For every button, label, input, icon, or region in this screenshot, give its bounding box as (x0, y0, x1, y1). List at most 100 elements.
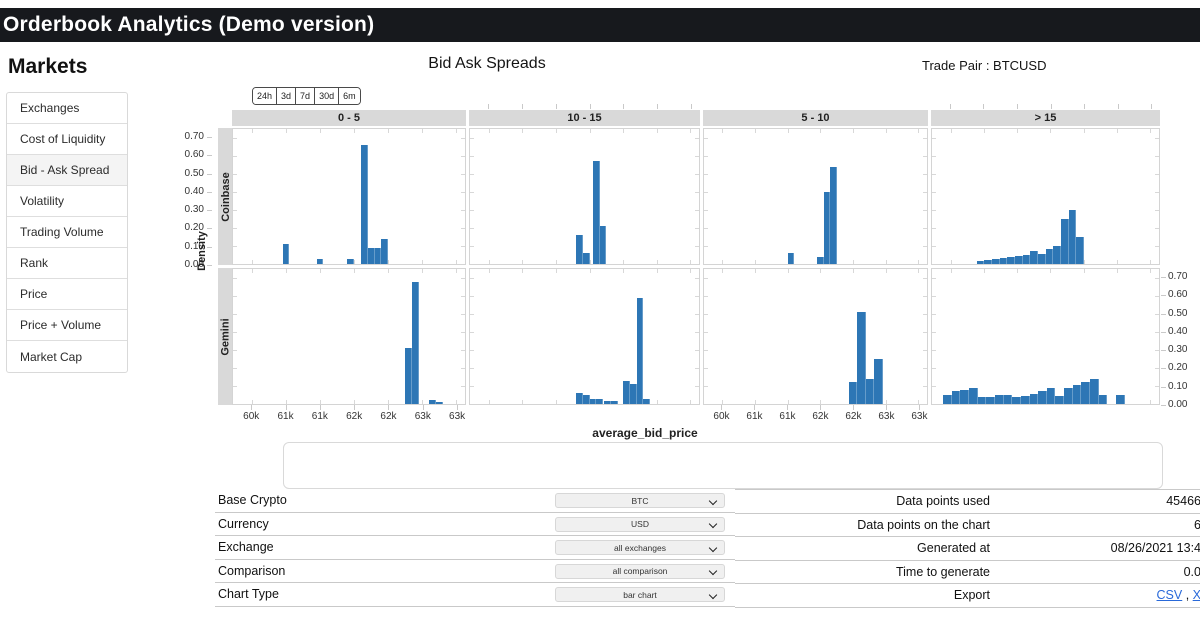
x-axis-tick (691, 104, 693, 109)
panel-inner-tick (704, 174, 708, 175)
histogram-bar (976, 261, 985, 264)
time-range-button-group: 24h 3d 7d 30d 6m (252, 87, 361, 105)
panel-inner-tick (656, 269, 658, 273)
sidebar-item-price-volume[interactable]: Price + Volume (7, 310, 127, 341)
range-button-7d[interactable]: 7d (295, 88, 315, 104)
range-button-6m[interactable]: 6m (338, 88, 360, 104)
panel-inner-tick (286, 400, 288, 404)
histogram-bar (636, 297, 644, 404)
app-header: Orderbook Analytics (Demo version) (0, 8, 1200, 42)
panel-inner-tick (923, 174, 927, 175)
panel-inner-tick (422, 129, 424, 133)
panel-inner-tick (1155, 246, 1159, 247)
panel-inner-tick (853, 400, 855, 404)
sidebar-item-cost-of-liquidity[interactable]: Cost of Liquidity (7, 124, 127, 155)
base-crypto-select[interactable]: BTC (555, 493, 725, 508)
panel-inner-tick (918, 269, 920, 273)
panel-inner-tick (704, 156, 708, 157)
sidebar-item-price[interactable]: Price (7, 279, 127, 310)
histogram-bar (374, 247, 382, 264)
histogram-bar (1022, 255, 1031, 264)
histogram-bar (1029, 394, 1039, 404)
panel-inner-tick (755, 400, 756, 404)
y-axis-tick (1161, 350, 1166, 352)
panel-inner-tick (1117, 129, 1119, 133)
info-value: 45466 (1166, 494, 1200, 509)
form-label: Currency (218, 516, 269, 531)
currency-select[interactable]: USD (555, 516, 725, 532)
sidebar-item-market-cap[interactable]: Market Cap (20, 349, 83, 364)
export-x-link[interactable]: X (1192, 588, 1200, 603)
form-label: Base Crypto (218, 493, 287, 508)
info-label: Generated at (917, 541, 990, 556)
sidebar-menu: Exchanges Cost of Liquidity Bid - Ask Spre… (6, 92, 128, 373)
histogram-bar (1076, 237, 1084, 264)
histogram-bar (999, 257, 1008, 264)
panel-inner-tick (354, 129, 356, 133)
panel-inner-tick (1083, 400, 1085, 404)
chart-type-select[interactable]: bar chart (555, 587, 725, 602)
chart-footer-card (283, 442, 1163, 489)
panel-inner-tick (704, 138, 708, 139)
sidebar-item-volatility[interactable]: Volatility (7, 186, 127, 217)
x-axis-tick (589, 104, 591, 109)
histogram-bar (576, 393, 583, 404)
panel-inner-tick (456, 269, 458, 273)
y-tick-label: 0.10 (1168, 380, 1188, 392)
sidebar-item-bid-ask-spread[interactable]: Bid - Ask Spread (7, 155, 127, 186)
panel-inner-tick (1017, 129, 1019, 133)
panel-inner-tick (918, 260, 920, 264)
facet-panel (232, 128, 466, 265)
panel-inner-tick (932, 246, 936, 247)
panel-inner-tick (656, 260, 658, 264)
panel-inner-tick (923, 332, 927, 333)
panel-inner-tick (522, 260, 524, 264)
range-button-30d[interactable]: 30d (314, 88, 339, 104)
exchange-select[interactable]: all exchanges (555, 540, 725, 555)
panel-inner-tick (853, 260, 855, 264)
panel-inner-tick (252, 269, 254, 273)
panel-inner-tick (923, 192, 927, 193)
x-axis-tick (1151, 104, 1153, 109)
y-tick-label: 0.70 (1168, 271, 1188, 283)
form-label: Chart Type (218, 587, 279, 602)
histogram-bar (1003, 395, 1013, 404)
panel-inner-tick (470, 210, 474, 211)
x-axis-tick (657, 104, 659, 109)
trade-pair-label: Trade Pair : BTCUSD (922, 58, 1047, 73)
x-axis-tick (983, 104, 985, 109)
sidebar-item-rank[interactable]: Rank (7, 248, 127, 279)
range-button-3d[interactable]: 3d (276, 88, 296, 104)
sidebar-item-trading-volume[interactable]: Trading Volume (7, 217, 127, 248)
comparison-select[interactable]: all comparison (555, 563, 725, 579)
x-tick-label: 63k (449, 411, 466, 422)
histogram-bar (582, 395, 590, 404)
y-tick-label: 0.30 (184, 204, 204, 216)
histogram-bar (986, 396, 995, 404)
panel-inner-tick (233, 368, 237, 369)
panel-inner-tick (522, 269, 524, 273)
panel-inner-tick (456, 260, 458, 264)
panel-inner-tick (932, 314, 936, 315)
info-value: 6 (1194, 517, 1200, 532)
panel-inner-tick (470, 296, 474, 297)
panel-inner-tick (555, 269, 557, 273)
range-button-24h[interactable]: 24h (253, 88, 277, 104)
panel-inner-tick (233, 314, 237, 315)
panel-inner-tick (233, 156, 237, 157)
x-axis-tick (1117, 104, 1119, 109)
sidebar-item-exchanges[interactable]: Exchanges (7, 93, 127, 124)
form-row-exchange: Exchange all exchanges (215, 536, 735, 560)
panel-inner-tick (923, 246, 927, 247)
facet-column-header: > 15 (931, 110, 1160, 126)
panel-inner-tick (286, 260, 288, 264)
panel-inner-tick (233, 192, 237, 193)
histogram-bar (1030, 251, 1038, 264)
facet-panel (232, 268, 466, 405)
panel-inner-tick (1155, 296, 1159, 297)
form-row-base-crypto: Base Crypto BTC (215, 489, 735, 513)
panel-inner-tick (1155, 156, 1159, 157)
panel-inner-tick (918, 129, 920, 133)
y-tick-label: 0.20 (1168, 362, 1188, 374)
export-csv-link[interactable]: CSV (1156, 588, 1183, 603)
